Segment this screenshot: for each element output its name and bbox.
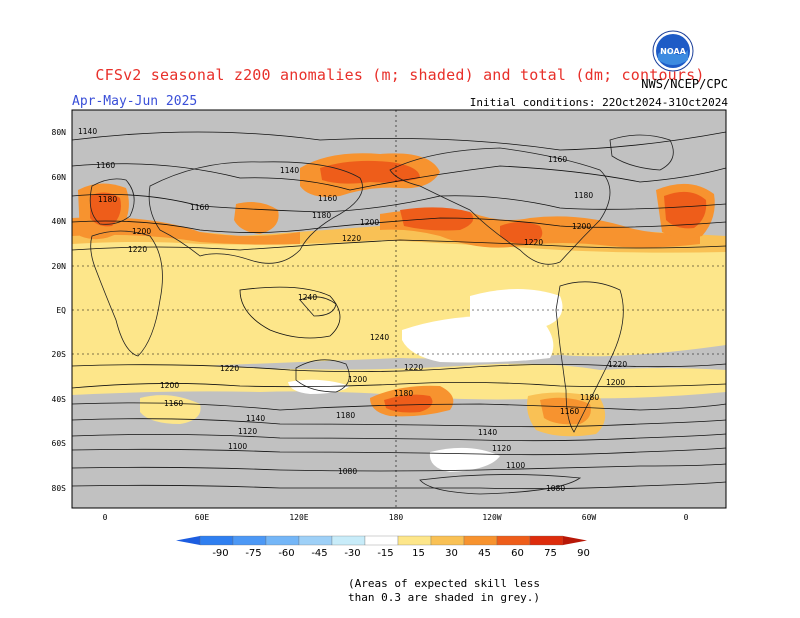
contour-label: 1220 <box>342 234 361 243</box>
latitude-labels: 80N 60N 40N 20N EQ 20S 40S 60S 80S <box>52 128 67 493</box>
colorbar-left-arrow <box>176 536 200 545</box>
contour-label: 1180 <box>580 393 599 402</box>
gridlines <box>72 110 726 508</box>
contour-label: 1160 <box>560 407 579 416</box>
colorbar-segment <box>463 535 498 546</box>
colorbar-segment <box>397 535 432 546</box>
colorbar-label: -15 <box>377 548 393 559</box>
lat-label: 60N <box>52 173 67 182</box>
contour-label: 1220 <box>608 360 627 369</box>
contour-label: 1220 <box>128 245 147 254</box>
contour-label: 1140 <box>78 127 97 136</box>
colorbar-label: -75 <box>245 548 261 559</box>
contour-label: 1240 <box>298 293 317 302</box>
lat-label: 60S <box>52 439 67 448</box>
colorbar-label: -30 <box>344 548 360 559</box>
colorbar-label: 75 <box>544 548 557 559</box>
contour-label: 1200 <box>360 218 379 227</box>
colorbar-label: 30 <box>445 548 458 559</box>
lon-label: 120E <box>289 513 308 522</box>
contour-label: 1200 <box>160 381 179 390</box>
contour-label: 1220 <box>220 364 239 373</box>
contour-label: 1140 <box>280 166 299 175</box>
svg-text:NOAA: NOAA <box>660 47 686 56</box>
contour-label: 1200 <box>606 378 625 387</box>
season-label: Apr-May-Jun 2025 <box>72 94 198 109</box>
coastlines <box>89 134 674 495</box>
contour-label: 1180 <box>312 211 331 220</box>
lat-label: 40N <box>52 217 67 226</box>
lon-label: 180 <box>389 513 404 522</box>
contour-label: 1180 <box>98 195 117 204</box>
colorbar-segment <box>331 535 366 546</box>
lat-label: 20S <box>52 350 67 359</box>
colorbar-label: -45 <box>311 548 327 559</box>
agency-label: NWS/NCEP/CPC <box>641 77 728 91</box>
contour-label: 1140 <box>478 428 497 437</box>
colorbar-label: 45 <box>478 548 491 559</box>
contour-label: 1080 <box>338 467 357 476</box>
skill-note: (Areas of expected skill less than 0.3 a… <box>348 577 540 605</box>
contour-label: 1220 <box>524 238 543 247</box>
colorbar-label: -90 <box>212 548 228 559</box>
contour-labels: 1140 1160 1180 1200 1220 1140 1160 1180 … <box>78 127 627 493</box>
contour-label: 1200 <box>132 227 151 236</box>
colorbar-segment <box>364 535 399 546</box>
contour-label: 1100 <box>506 461 525 470</box>
colorbar-segment <box>298 535 333 546</box>
lon-label: 120W <box>482 513 501 522</box>
lon-label: 0 <box>684 513 689 522</box>
lon-label: 60E <box>195 513 210 522</box>
colorbar-right-arrow <box>563 536 587 545</box>
colorbar-label: 90 <box>577 548 590 559</box>
longitude-labels: 0 60E 120E 180 120W 60W 0 <box>103 513 689 522</box>
contour-label: 1160 <box>164 399 183 408</box>
shaded-field <box>72 110 726 508</box>
colorbar-label: -60 <box>278 548 294 559</box>
lat-label: 80N <box>52 128 67 137</box>
contour-label: 1120 <box>492 444 511 453</box>
colorbar-segment <box>529 535 564 546</box>
lat-label: 20N <box>52 262 67 271</box>
lon-label: 0 <box>103 513 108 522</box>
contour-label: 1160 <box>190 203 209 212</box>
contour-label: 1200 <box>348 375 367 384</box>
colorbar-segment <box>496 535 531 546</box>
contour-label: 1180 <box>574 191 593 200</box>
colorbar-segment <box>265 535 300 546</box>
skill-note-line: (Areas of expected skill less <box>348 577 541 590</box>
contour-label: 1200 <box>572 222 591 231</box>
contour-label: 1240 <box>370 333 389 342</box>
contour-label: 1120 <box>238 427 257 436</box>
contour-label: 1160 <box>96 161 115 170</box>
colorbar: -90 -75 -60 -45 -30 -15 15 30 45 60 75 90 <box>176 535 590 559</box>
contours <box>72 131 726 490</box>
contour-label: 1080 <box>546 484 565 493</box>
colorbar-label: 15 <box>412 548 425 559</box>
lat-label: EQ <box>56 306 66 315</box>
contour-label: 1180 <box>336 411 355 420</box>
colorbar-label: 60 <box>511 548 524 559</box>
contour-label: 1140 <box>246 414 265 423</box>
colorbar-segment <box>430 535 465 546</box>
lat-label: 40S <box>52 395 67 404</box>
contour-label: 1160 <box>548 155 567 164</box>
initial-conditions-label: Initial conditions: 22Oct2024-31Oct2024 <box>469 96 728 109</box>
skill-note-line: than 0.3 are shaded in grey.) <box>348 591 541 604</box>
colorbar-segment <box>232 535 267 546</box>
contour-label: 1160 <box>318 194 337 203</box>
colorbar-segment <box>199 535 234 546</box>
lon-label: 60W <box>582 513 597 522</box>
contour-label: 1180 <box>394 389 413 398</box>
map-frame <box>71 109 727 509</box>
contour-label: 1220 <box>404 363 423 372</box>
contour-label: 1100 <box>228 442 247 451</box>
map-title: CFSv2 seasonal z200 anomalies (m; shaded… <box>95 66 705 84</box>
lat-label: 80S <box>52 484 67 493</box>
noaa-logo-icon: NOAA <box>652 30 694 72</box>
